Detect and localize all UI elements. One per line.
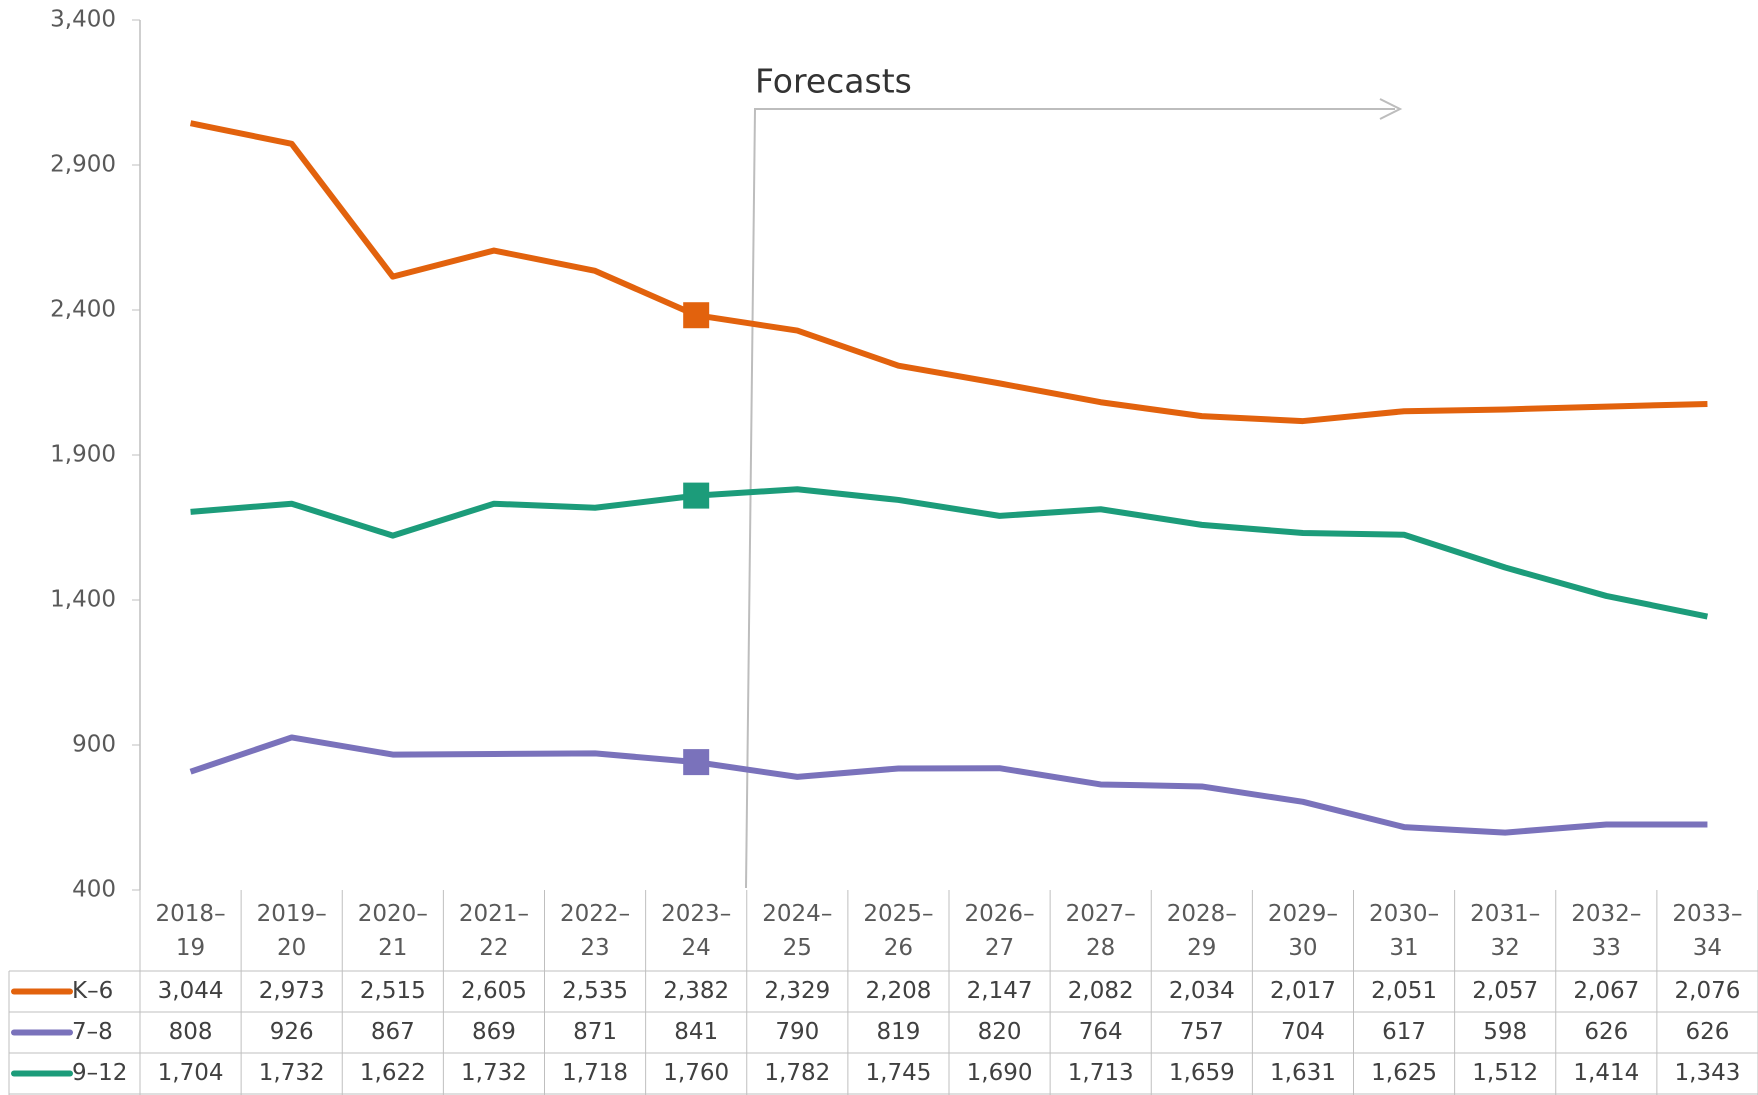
table-value: 790	[775, 1019, 819, 1045]
x-tick-label: 2019– 20	[257, 901, 327, 961]
x-tick-label: 2030– 31	[1369, 901, 1439, 961]
y-tick-label: 400	[72, 877, 116, 903]
x-tick-label: 2024– 25	[762, 901, 832, 961]
table-value: 1,718	[562, 1060, 628, 1086]
x-tick-label: 2025– 26	[863, 901, 933, 961]
table-value: 2,605	[461, 978, 527, 1004]
x-tick-label: 2027– 28	[1066, 901, 1136, 961]
x-tick-label: 2020– 21	[358, 901, 428, 961]
annotation: Forecasts	[755, 62, 912, 101]
series-line	[189, 734, 1708, 836]
table-value: 926	[270, 1019, 314, 1045]
table-value: 1,782	[764, 1060, 830, 1086]
table-value: 704	[1281, 1019, 1325, 1045]
table-value: 1,732	[259, 1060, 325, 1086]
forecast-arrow	[745, 108, 1395, 889]
x-tick-label: 2029– 30	[1268, 901, 1338, 961]
x-tick-label: 2023– 24	[661, 901, 731, 961]
highlight-marker	[683, 482, 710, 509]
table-value: 1,760	[663, 1060, 729, 1086]
series-line	[190, 486, 1709, 620]
table-value: 2,329	[764, 978, 830, 1004]
x-tick-label: 2021– 22	[459, 901, 529, 961]
table-value: 1,414	[1573, 1060, 1639, 1086]
table-value: 2,382	[663, 978, 729, 1004]
forecast-arrow-head	[1379, 98, 1403, 120]
y-tick-label: 3,400	[50, 7, 116, 33]
table-value: 2,515	[360, 978, 426, 1004]
table-value: 2,147	[967, 978, 1033, 1004]
table-value: 2,051	[1371, 978, 1437, 1004]
y-tick-label: 2,400	[50, 297, 116, 323]
x-tick-label: 2026– 27	[965, 901, 1035, 961]
table-value: 764	[1079, 1019, 1123, 1045]
table-value: 1,512	[1472, 1060, 1538, 1086]
table-value: 2,208	[866, 978, 932, 1004]
highlight-marker	[683, 749, 710, 776]
table-value: 1,713	[1068, 1060, 1134, 1086]
x-tick-label: 2032– 33	[1571, 901, 1641, 961]
table-value: 819	[876, 1019, 920, 1045]
highlight-marker	[683, 302, 710, 329]
table-value: 1,690	[967, 1060, 1033, 1086]
y-tick-label: 1,400	[50, 587, 116, 613]
x-tick-label: 2031– 32	[1470, 901, 1540, 961]
table-value: 1,622	[360, 1060, 426, 1086]
table-value: 2,076	[1675, 978, 1741, 1004]
table-value: 2,034	[1169, 978, 1235, 1004]
y-tick-label: 2,900	[50, 152, 116, 178]
table-value: 871	[573, 1019, 617, 1045]
table-value: 757	[1180, 1019, 1224, 1045]
x-tick-label: 2028– 29	[1167, 901, 1237, 961]
x-tick-label: 2018– 19	[156, 901, 226, 961]
table-value: 1,745	[866, 1060, 932, 1086]
table-value: 869	[472, 1019, 516, 1045]
table-value: 1,625	[1371, 1060, 1437, 1086]
y-tick-label: 900	[72, 732, 116, 758]
table-value: 820	[978, 1019, 1022, 1045]
legend-label: 7–8	[72, 1019, 113, 1045]
table-value: 2,535	[562, 978, 628, 1004]
table-value: 808	[169, 1019, 213, 1045]
table-value: 1,631	[1270, 1060, 1336, 1086]
table-value: 1,659	[1169, 1060, 1235, 1086]
table-value: 617	[1382, 1019, 1426, 1045]
table-value: 2,067	[1573, 978, 1639, 1004]
table-value: 1,704	[158, 1060, 224, 1086]
table-value: 2,057	[1472, 978, 1538, 1004]
table-value: 841	[674, 1019, 718, 1045]
legend-label: 9–12	[72, 1060, 127, 1086]
table-value: 1,343	[1675, 1060, 1741, 1086]
table-value: 598	[1483, 1019, 1527, 1045]
x-tick-label: 2022– 23	[560, 901, 630, 961]
table-value: 626	[1685, 1019, 1729, 1045]
table-value: 626	[1584, 1019, 1628, 1045]
table-value: 2,082	[1068, 978, 1134, 1004]
series-line	[189, 120, 1708, 425]
table-value: 2,973	[259, 978, 325, 1004]
table-value: 3,044	[158, 978, 224, 1004]
table-value: 867	[371, 1019, 415, 1045]
table-value: 1,732	[461, 1060, 527, 1086]
x-tick-label: 2033– 34	[1672, 901, 1742, 961]
table-value: 2,017	[1270, 978, 1336, 1004]
legend-label: K–6	[72, 978, 113, 1004]
y-tick-label: 1,900	[50, 442, 116, 468]
